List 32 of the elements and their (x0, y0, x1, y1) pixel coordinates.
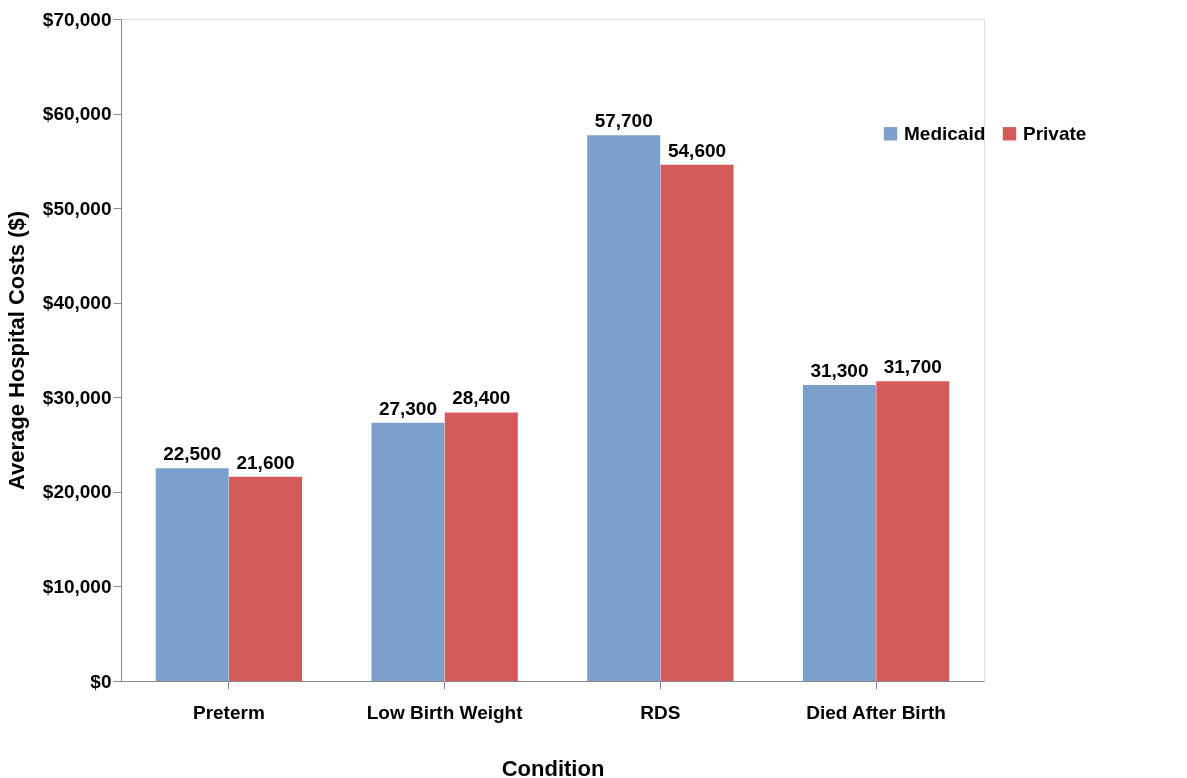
legend-label: Medicaid (904, 122, 986, 144)
x-axis-title: Condition (501, 755, 605, 778)
legend-label: Private (1023, 122, 1087, 144)
data-label: 22,500 (163, 443, 222, 465)
data-label: 27,300 (378, 397, 438, 419)
bar (587, 135, 661, 681)
y-tick-label: $60,000 (42, 103, 112, 125)
y-tick-label: $40,000 (42, 292, 112, 314)
x-tick-label: Low Birth Weight (366, 701, 524, 723)
x-tick-label: Died After Birth (806, 701, 946, 723)
data-label: 28,400 (452, 387, 511, 409)
x-tick-label: Preterm (192, 701, 265, 723)
data-label: 31,700 (883, 356, 942, 378)
bar (229, 476, 303, 681)
y-axis-title: Average Hospital Costs ($) (3, 210, 29, 491)
data-label: 21,600 (236, 451, 295, 473)
x-tick-label: RDS (640, 701, 681, 723)
y-tick-label: $0 (90, 670, 112, 692)
bar (444, 412, 518, 681)
y-tick-label: $70,000 (42, 8, 112, 30)
bar (155, 468, 229, 681)
y-tick-label: $10,000 (42, 575, 112, 597)
bar (371, 422, 445, 681)
y-tick-label: $50,000 (42, 197, 112, 219)
bar (660, 164, 734, 681)
y-tick-label: $20,000 (42, 481, 112, 503)
data-label: 31,300 (810, 359, 869, 381)
data-label: 57,700 (594, 110, 653, 132)
bar (802, 384, 876, 681)
y-tick-label: $30,000 (42, 386, 112, 408)
bar (876, 381, 950, 681)
data-label: 54,600 (667, 139, 727, 161)
